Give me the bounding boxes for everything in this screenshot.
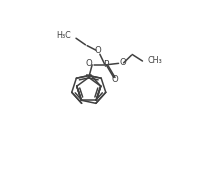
Text: O: O	[111, 75, 118, 84]
Text: P: P	[104, 60, 109, 69]
Text: O: O	[119, 58, 126, 67]
Text: H₃C: H₃C	[56, 31, 71, 40]
Text: CH₃: CH₃	[147, 56, 162, 65]
Text: O: O	[86, 59, 92, 69]
Text: O: O	[95, 46, 102, 55]
